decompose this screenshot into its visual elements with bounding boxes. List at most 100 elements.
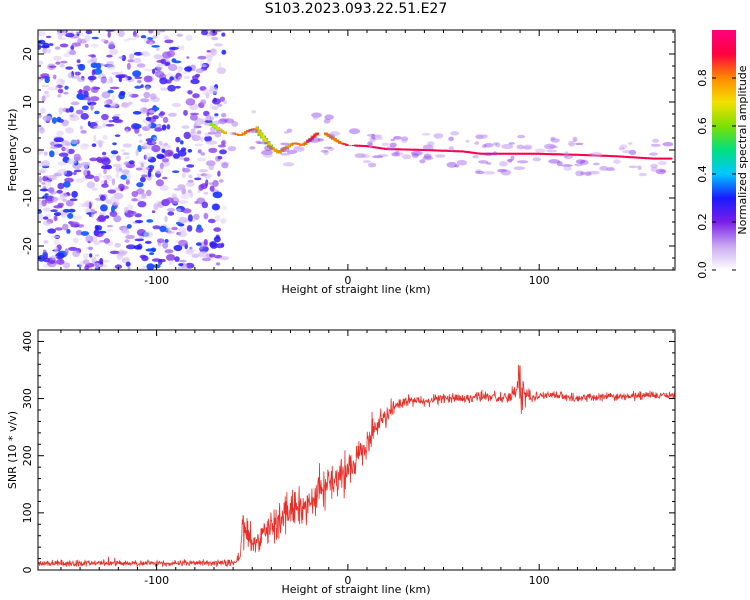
noise-blob <box>60 60 68 64</box>
ridge-halo <box>506 159 514 162</box>
noise-blob <box>103 238 111 244</box>
snr-x-ticks: -100 0 100 <box>60 330 674 587</box>
noise-blob <box>159 162 164 170</box>
ridge-halo <box>508 142 515 145</box>
noise-blob <box>100 204 108 212</box>
noise-blob <box>141 174 148 178</box>
ridge-halo <box>401 138 408 144</box>
noise-blob <box>181 125 190 129</box>
noise-blob <box>66 229 71 234</box>
tick-label: 0 <box>21 147 34 154</box>
ridge-halo <box>655 168 667 175</box>
noise-blob <box>146 219 154 223</box>
noise-blob <box>156 238 165 243</box>
noise-blob <box>131 190 139 198</box>
ridge-halo <box>280 142 290 146</box>
ridge-halo <box>628 142 633 145</box>
tick-label: 0.6 <box>696 117 709 135</box>
noise-blob <box>59 78 64 84</box>
noise-blob <box>143 231 154 238</box>
noise-blob <box>219 96 225 102</box>
noise-blob <box>107 189 117 194</box>
ridge-halo <box>369 136 377 143</box>
noise-blob <box>211 98 221 105</box>
noise-blob <box>65 199 74 207</box>
ridge-halo <box>410 150 423 156</box>
noise-blob <box>49 262 57 268</box>
noise-blob <box>87 170 91 176</box>
noise-blob <box>57 88 64 94</box>
noise-blob <box>74 71 81 76</box>
noise-blob <box>140 35 147 39</box>
noise-blob <box>198 169 209 173</box>
noise-blob <box>140 98 150 103</box>
noise-blob <box>109 200 119 206</box>
noise-blob <box>194 177 202 181</box>
noise-blob <box>159 111 166 116</box>
ridge-halo <box>561 164 573 167</box>
spectrogram-x-axis-label: Height of straight line (km) <box>281 283 430 296</box>
noise-blob <box>159 225 167 233</box>
noise-blob <box>193 122 197 130</box>
colorbar-label: Normalized spectral amplitude <box>736 65 749 234</box>
noise-blob <box>57 161 67 166</box>
ridge-halo <box>652 138 660 143</box>
noise-blob <box>181 172 186 179</box>
noise-blob <box>99 240 105 243</box>
noise-blob <box>81 105 89 111</box>
ridge-halo <box>305 138 312 143</box>
noise-blob <box>155 168 164 175</box>
noise-blob <box>62 262 71 269</box>
noise-blob <box>72 250 80 258</box>
noise-blob <box>151 140 156 145</box>
noise-blob <box>80 130 87 134</box>
noise-blob <box>164 61 171 66</box>
noise-blob <box>75 178 84 183</box>
noise-blob <box>176 33 184 37</box>
ridge-halo <box>622 150 632 154</box>
ridge-halo <box>497 168 508 173</box>
noise-blob <box>207 54 213 62</box>
noise-blob <box>53 246 59 254</box>
noise-blob <box>111 178 116 186</box>
noise-blob <box>152 115 159 120</box>
ridge-halo <box>591 151 603 157</box>
ridge-halo <box>618 146 625 151</box>
noise-blob <box>49 150 55 158</box>
ridge-halo <box>550 136 556 141</box>
snr-y-axis-label: SNR (10 * v/v) <box>6 411 19 489</box>
noise-blob <box>75 31 81 35</box>
noise-blob <box>75 229 83 236</box>
ridge-halo <box>507 159 513 163</box>
noise-blob <box>108 48 119 56</box>
noise-blob <box>78 261 85 268</box>
colorbar-ticks: 0.0 0.2 0.4 0.6 0.8 <box>696 69 736 279</box>
noise-blob <box>180 45 185 51</box>
noise-blob <box>44 76 50 84</box>
noise-blob <box>51 117 57 124</box>
noise-blob <box>55 85 59 91</box>
noise-blob <box>137 145 142 152</box>
noise-blob <box>62 198 67 202</box>
noise-blob <box>133 245 142 250</box>
ridge-halo <box>629 149 637 156</box>
noise-blob <box>222 205 227 210</box>
ridge-halo <box>389 142 397 148</box>
noise-blob <box>134 213 142 218</box>
noise-blob <box>38 39 46 45</box>
noise-blob <box>185 262 195 269</box>
noise-blob <box>145 116 152 121</box>
noise-blob <box>185 249 194 255</box>
noise-blob <box>127 37 137 41</box>
ridge-halo <box>575 142 584 146</box>
noise-blob <box>58 107 63 115</box>
snr-x-axis-label: Height of straight line (km) <box>281 583 430 596</box>
noise-blob <box>106 61 115 65</box>
noise-blob <box>177 76 182 80</box>
noise-blob <box>154 127 163 132</box>
ridge-halo <box>532 157 542 162</box>
noise-blob <box>100 165 111 170</box>
ridge-halo <box>575 170 584 177</box>
noise-blob <box>164 239 169 243</box>
noise-blob <box>152 225 161 230</box>
